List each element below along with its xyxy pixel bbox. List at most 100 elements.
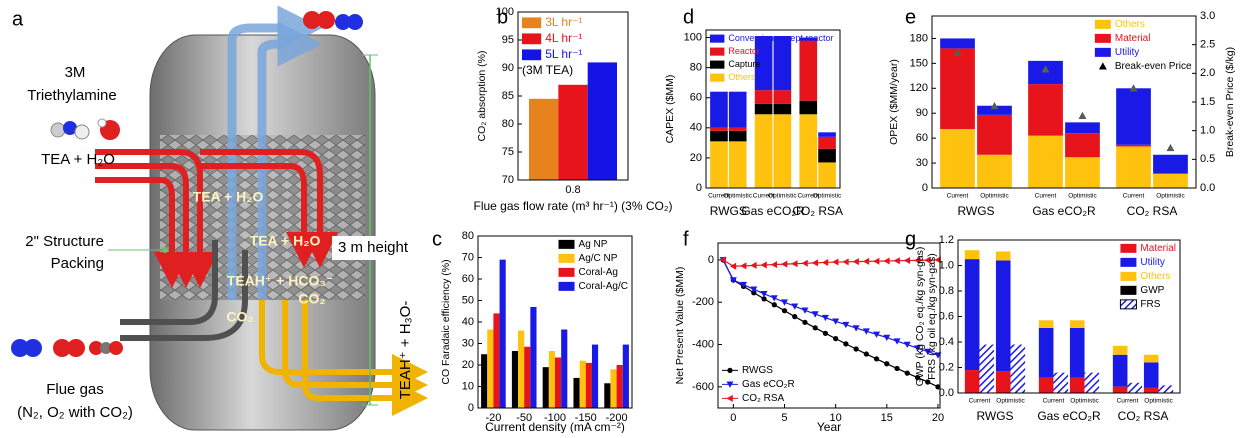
line: [722, 259, 938, 267]
y-tick-label: 20: [462, 359, 474, 371]
y-tick-label: 60: [462, 273, 474, 285]
panel-label: b: [497, 6, 508, 28]
marker: [760, 290, 768, 298]
marker: [801, 307, 809, 314]
marker: [863, 351, 869, 357]
y-tick-label: 80: [690, 62, 702, 74]
y-tick-label: 100: [496, 6, 514, 18]
legend-swatch: [522, 17, 542, 29]
legend-label: Break-even Price: [1115, 61, 1192, 72]
y-tick-label: 70: [462, 251, 474, 263]
panel-label: c: [432, 228, 442, 250]
marker: [862, 328, 870, 335]
x-tick-label: Current: [1123, 193, 1145, 200]
marker: [771, 302, 777, 308]
y-tick-label: 1.0: [939, 259, 954, 271]
marker: [852, 258, 859, 266]
bar: [799, 114, 818, 188]
bar: [1038, 320, 1054, 328]
legend-label: Others: [1115, 19, 1145, 30]
legend-swatch: [710, 73, 725, 82]
bar: [587, 62, 617, 180]
x-tick-label: 0: [730, 412, 736, 424]
packing-label: 2" Structure: [25, 233, 104, 250]
marker: [935, 384, 941, 390]
molecule: [317, 11, 335, 29]
bar: [818, 132, 836, 137]
y-tick-label: 0: [468, 402, 474, 414]
inner-label: CO₂: [226, 309, 253, 325]
y-tick-label: 0: [708, 254, 714, 266]
leader-dot: [162, 247, 168, 253]
bar: [530, 306, 537, 408]
marker: [934, 256, 941, 264]
marker: [740, 281, 748, 289]
molecule: [97, 118, 107, 128]
solvent-pipe: [200, 149, 338, 268]
y-tick-label: 40: [690, 122, 702, 134]
legend-swatch: [1094, 33, 1111, 43]
legend: 3L hr⁻¹ 4L hr⁻¹ 5L hr⁻¹ (3M TEA): [522, 15, 582, 77]
marker: [770, 261, 778, 269]
solvent-pipe: [95, 163, 204, 288]
x-tick-label: Current: [947, 193, 969, 200]
y-axis-label: CO₂ absorption (%): [476, 50, 488, 141]
legend-label: Others: [728, 72, 756, 82]
marker: [821, 258, 829, 266]
bar: [622, 344, 629, 408]
group-label: CO₂ RSA: [792, 204, 843, 218]
bar: [1069, 327, 1085, 378]
marker: [833, 335, 839, 342]
plot-frame: [517, 11, 629, 181]
y-axis-label: OPEX ($MM/year): [888, 59, 900, 145]
y-axis-label: GWP (kg CO₂ eq./kg syn-gas): [914, 247, 926, 387]
x-tick-label: Current: [1035, 193, 1057, 200]
molecule: [50, 122, 66, 138]
bar: [1038, 327, 1054, 378]
y2-tick-label: 2.5: [1200, 39, 1215, 51]
inner-label: CO₂: [298, 291, 325, 307]
x-tick-label: Optimistic: [1144, 398, 1173, 405]
marker: [770, 295, 778, 302]
legend-swatch: [710, 60, 725, 69]
bar: [1116, 146, 1151, 188]
marker: [832, 258, 839, 266]
y-tick-label: 180: [910, 32, 928, 44]
marker: [811, 311, 819, 318]
bar: [977, 114, 1012, 155]
product-pipe: [302, 300, 428, 416]
y-tick-label: 80: [462, 230, 474, 242]
marker: [821, 314, 829, 322]
legend-label: Coral-Ag/C: [579, 281, 628, 292]
bar: [799, 40, 818, 101]
product-pipe: [259, 300, 428, 390]
x-tick-label: 10: [830, 412, 842, 424]
marker: [811, 259, 818, 267]
legend-label: Others: [1140, 271, 1170, 282]
y2-tick-label: 2.0: [1200, 67, 1215, 79]
legend-swatch: [522, 33, 542, 45]
x-tick-label: Optimistic: [723, 193, 752, 200]
bar: [728, 130, 747, 142]
y-tick-label: 0.2: [939, 361, 954, 373]
bar: [1065, 157, 1100, 188]
marker: [914, 374, 921, 381]
marker: [925, 379, 931, 385]
bar: [940, 38, 975, 49]
marker: [729, 277, 737, 284]
inner-label: TEA + H₂O: [250, 233, 321, 249]
bar: [1143, 362, 1159, 388]
marker: [1041, 65, 1050, 73]
molecule: [335, 14, 351, 30]
marker: [1129, 84, 1138, 92]
y2-tick-label: 0.0: [1200, 182, 1215, 194]
legend-label: 3L hr⁻¹: [545, 15, 582, 29]
bar: [1153, 173, 1188, 188]
y2-tick-label: 1.5: [1200, 96, 1215, 108]
bar: [728, 127, 747, 131]
height-label: 3 m height: [338, 239, 409, 256]
bar: [710, 130, 728, 142]
y-tick-label: 0.0: [939, 387, 954, 399]
gas-outlet: [227, 5, 323, 300]
y-tick-label: 150: [910, 57, 928, 69]
